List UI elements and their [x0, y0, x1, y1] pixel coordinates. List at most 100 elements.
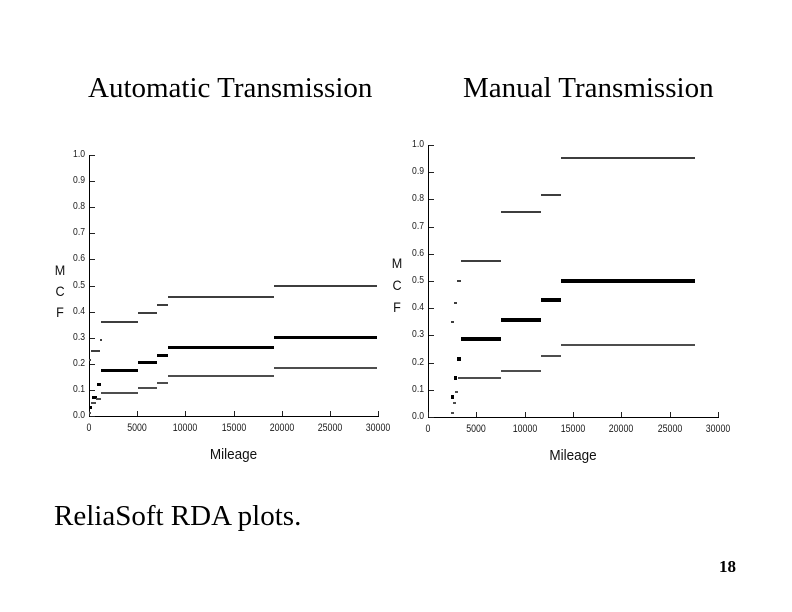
lower-confidence-bound-segment	[453, 402, 456, 404]
y-tick-label: 0.6	[73, 253, 85, 264]
y-tick-label: 0.2	[73, 358, 85, 369]
x-axis-line	[428, 417, 719, 418]
lower-confidence-bound-segment	[101, 392, 138, 394]
y-tick-label: 0.4	[412, 302, 424, 313]
x-tick	[525, 412, 526, 417]
lower-confidence-bound-segment	[157, 382, 168, 384]
y-tick	[429, 417, 434, 418]
y-tick	[90, 390, 95, 391]
upper-confidence-bound-segment	[461, 260, 501, 262]
lower-confidence-bound-segment	[91, 402, 96, 404]
page-number: 18	[719, 557, 736, 576]
x-axis-title: Mileage	[549, 447, 597, 464]
x-tick-label: 0	[86, 422, 92, 434]
mcf-estimate-segment	[541, 298, 561, 302]
lower-confidence-bound-segment	[455, 391, 458, 393]
mcf-estimate-segment	[274, 336, 377, 339]
lower-confidence-bound-segment	[541, 355, 561, 357]
y-tick	[429, 281, 434, 282]
y-tick	[90, 286, 95, 287]
mcf-estimate-segment	[451, 395, 454, 399]
x-tick	[476, 412, 477, 417]
mcf-estimate-segment	[501, 318, 541, 322]
y-tick	[429, 199, 434, 200]
x-tick-label: 25000	[317, 422, 343, 434]
y-tick	[429, 390, 434, 391]
y-tick	[90, 207, 95, 208]
y-tick	[90, 338, 95, 339]
y-tick-label: 0.0	[73, 410, 85, 421]
y-tick	[90, 259, 95, 260]
y-tick-label: 0.8	[73, 201, 85, 212]
y-tick-label: 1.0	[412, 139, 424, 150]
y-tick-label: 0.5	[412, 275, 424, 286]
x-tick-label: 15000	[221, 422, 247, 434]
lower-confidence-bound-segment	[89, 412, 91, 414]
manual-transmission-chart: 0.0 0.1 0.2 0.3 0.4 0.5 0.6 0.7 0.8 0.9 1.0 0 5000 10…	[412, 139, 730, 464]
upper-confidence-bound-segment	[89, 359, 91, 361]
mcf-estimate-segment	[92, 396, 97, 399]
lower-confidence-bound-segment	[274, 367, 377, 369]
upper-confidence-bound-segment	[451, 321, 454, 323]
x-tick	[185, 411, 186, 416]
upper-confidence-bound-segment	[541, 194, 561, 196]
mcf-label-letter: C	[392, 277, 402, 293]
y-tick	[429, 308, 434, 309]
x-tick-label: 15000	[560, 423, 586, 435]
x-tick	[670, 412, 671, 417]
y-tick	[90, 416, 95, 417]
x-tick	[378, 411, 379, 416]
upper-confidence-bound-segment	[274, 285, 377, 287]
mcf-label-letter: M	[391, 255, 403, 271]
x-tick-label: 30000	[705, 423, 731, 435]
mcf-estimate-segment	[138, 361, 157, 364]
y-tick	[429, 363, 434, 364]
upper-confidence-bound-segment	[91, 350, 100, 352]
y-tick	[90, 155, 95, 156]
y-axis-line	[89, 155, 90, 417]
y-tick-label: 0.3	[73, 332, 85, 343]
upper-confidence-bound-segment	[168, 296, 274, 298]
y-tick	[429, 254, 434, 255]
x-tick-label: 25000	[657, 423, 683, 435]
upper-confidence-bound-segment	[457, 280, 461, 282]
y-tick-label: 0.6	[412, 248, 424, 259]
x-tick-label: 20000	[608, 423, 634, 435]
mcf-estimate-segment	[89, 406, 92, 409]
mcf-estimate-segment	[97, 383, 101, 386]
y-tick-label: 0.5	[73, 280, 85, 291]
y-tick-label: 0.9	[412, 166, 424, 177]
lower-confidence-bound-segment	[138, 387, 157, 389]
mcf-estimate-segment	[157, 354, 168, 357]
y-tick-label: 0.8	[412, 193, 424, 204]
upper-confidence-bound-segment	[501, 211, 541, 213]
x-axis-line	[89, 416, 379, 417]
x-tick	[428, 412, 429, 417]
lower-confidence-bound-segment	[96, 398, 101, 400]
y-tick	[429, 335, 434, 336]
lower-confidence-bound-segment	[501, 370, 541, 372]
x-tick	[137, 411, 138, 416]
x-tick-label: 0	[425, 423, 431, 435]
y-tick-label: 0.1	[412, 384, 424, 395]
x-tick-label: 10000	[512, 423, 538, 435]
lower-confidence-bound-segment	[168, 375, 274, 377]
slide-caption: ReliaSoft RDA plots.	[54, 500, 302, 532]
y-tick	[429, 227, 434, 228]
upper-confidence-bound-segment	[101, 321, 138, 323]
x-tick	[718, 412, 719, 417]
y-tick-label: 0.9	[73, 175, 85, 186]
y-axis-line	[428, 145, 429, 418]
x-tick	[234, 411, 235, 416]
chart-title-manual-transmission: Manual Transmission	[463, 72, 714, 104]
upper-confidence-bound-segment	[100, 339, 102, 341]
y-tick-label: 0.0	[412, 411, 424, 422]
mcf-estimate-segment	[561, 279, 695, 283]
x-tick-label: 30000	[365, 422, 391, 434]
mcf-label-letter: C	[55, 283, 65, 299]
y-tick-label: 0.1	[73, 384, 85, 395]
upper-confidence-bound-segment	[157, 304, 168, 306]
